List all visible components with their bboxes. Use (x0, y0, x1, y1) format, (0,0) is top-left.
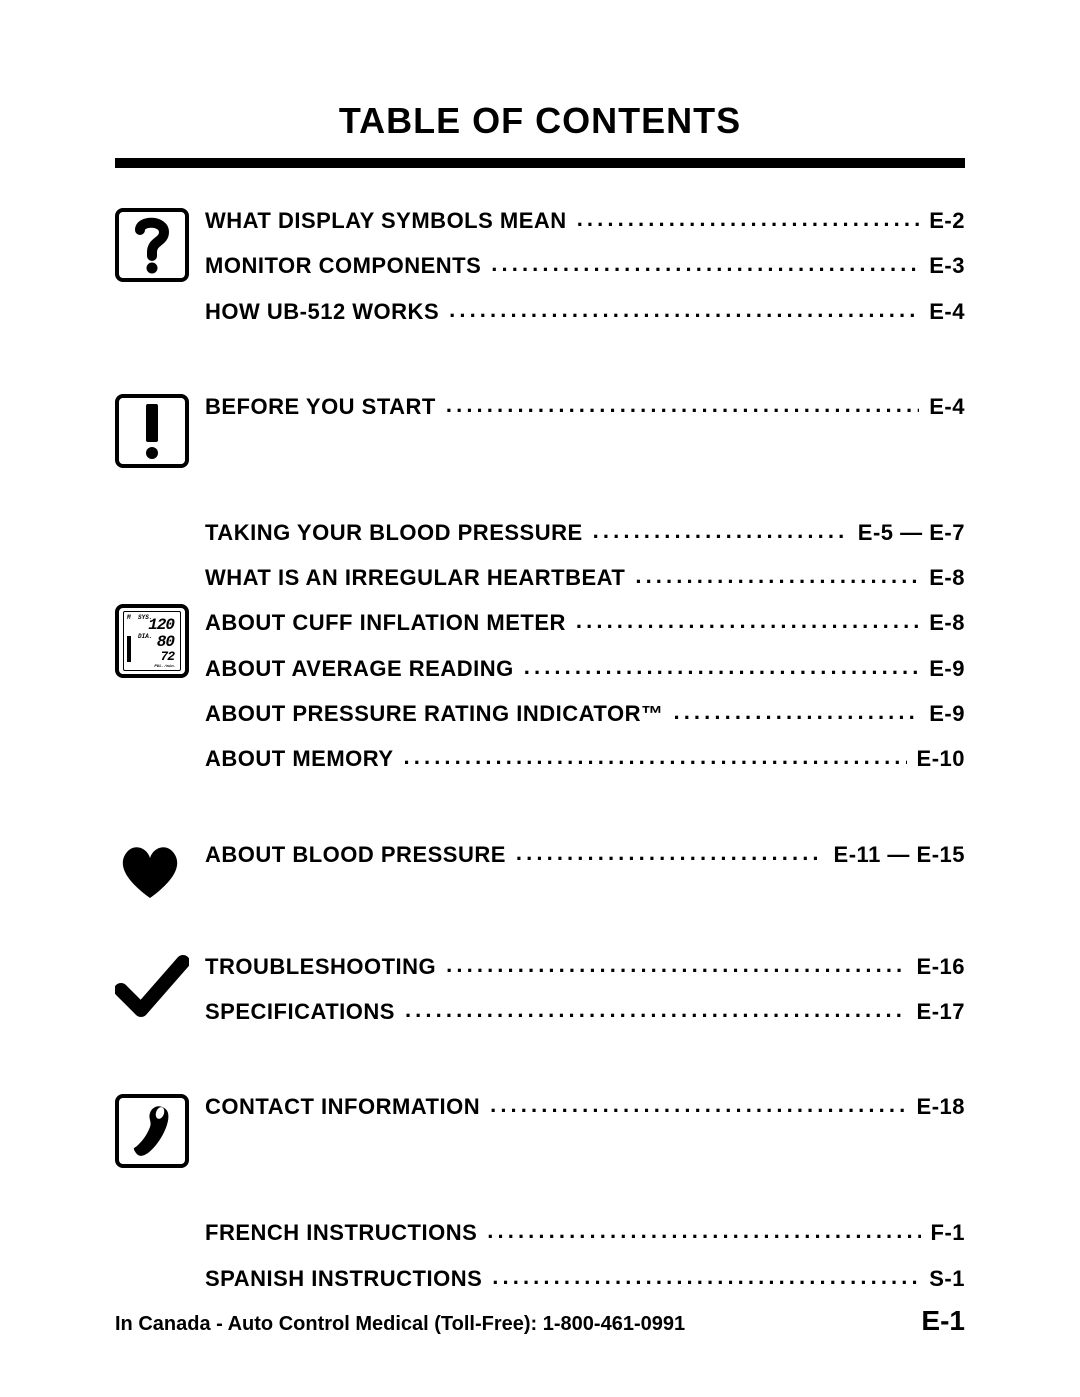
toc-entry-label: MONITOR COMPONENTS (205, 253, 481, 278)
toc-entry-label: SPANISH INSTRUCTIONS (205, 1266, 482, 1291)
toc-entries: CONTACT INFORMATION E-18 (205, 1092, 965, 1137)
toc-entry-page: E-4 (929, 299, 965, 324)
title-rule (115, 158, 965, 168)
toc-leader-dots (635, 563, 919, 585)
toc-entry: FRENCH INSTRUCTIONS F-1 (205, 1218, 965, 1245)
toc-entry: ABOUT PRESSURE RATING INDICATOR™ E-9 (205, 699, 965, 726)
exclaim-icon (115, 394, 205, 468)
toc-leader-dots (492, 1264, 919, 1286)
toc-section: MSYS.120DIA.8072PUL./min.TAKING YOUR BLO… (115, 518, 965, 790)
bp-display-icon: MSYS.120DIA.8072PUL./min. (115, 604, 205, 678)
toc-entry-label: CONTACT INFORMATION (205, 1094, 480, 1119)
toc-entry-page: E-10 (917, 746, 965, 771)
toc-section: CONTACT INFORMATION E-18 (115, 1092, 965, 1168)
toc-entry-label: FRENCH INSTRUCTIONS (205, 1220, 477, 1245)
heart-icon (115, 842, 205, 902)
toc-entry: MONITOR COMPONENTS E-3 (205, 251, 965, 278)
toc-section: FRENCH INSTRUCTIONS F-1 SPANISH INSTRUCTIO… (115, 1218, 965, 1309)
toc-entry: ABOUT MEMORY E-10 (205, 744, 965, 771)
toc-icon-column: MSYS.120DIA.8072PUL./min. (115, 518, 205, 679)
toc-entry: WHAT DISPLAY SYMBOLS MEAN E-2 (205, 206, 965, 233)
toc-entry: ABOUT CUFF INFLATION METER E-8 (205, 608, 965, 635)
toc-section: ABOUT BLOOD PRESSURE E-11 — E-15 (115, 840, 965, 902)
page-footer: In Canada - Auto Control Medical (Toll-F… (115, 1305, 965, 1337)
toc-entry: CONTACT INFORMATION E-18 (205, 1092, 965, 1119)
toc-entry-label: HOW UB-512 WORKS (205, 299, 439, 324)
toc-sections: WHAT DISPLAY SYMBOLS MEAN E-2 MONITOR COMP… (115, 206, 965, 1309)
toc-entries: TROUBLESHOOTING E-16 SPECIFICATIONS E-17 (205, 952, 965, 1043)
toc-leader-dots (449, 297, 919, 319)
toc-entry-page: E-8 (929, 565, 965, 590)
toc-leader-dots (577, 206, 920, 228)
toc-section: BEFORE YOU START E-4 (115, 392, 965, 468)
toc-leader-dots (487, 1218, 920, 1240)
toc-entries: ABOUT BLOOD PRESSURE E-11 — E-15 (205, 840, 965, 885)
phone-icon (115, 1094, 205, 1168)
toc-entry-label: ABOUT AVERAGE READING (205, 656, 514, 681)
toc-leader-dots (516, 840, 824, 862)
question-icon (115, 208, 205, 282)
toc-entry-label: BEFORE YOU START (205, 394, 436, 419)
toc-entry: ABOUT BLOOD PRESSURE E-11 — E-15 (205, 840, 965, 867)
toc-entries: WHAT DISPLAY SYMBOLS MEAN E-2 MONITOR COMP… (205, 206, 965, 342)
toc-leader-dots (673, 699, 919, 721)
toc-entry-page: F-1 (931, 1220, 966, 1245)
toc-entry-page: E-11 — E-15 (834, 842, 965, 867)
toc-entry: TAKING YOUR BLOOD PRESSURE E-5 — E-7 (205, 518, 965, 545)
toc-leader-dots (490, 1092, 906, 1114)
toc-entry-label: ABOUT MEMORY (205, 746, 394, 771)
toc-section: WHAT DISPLAY SYMBOLS MEAN E-2 MONITOR COMP… (115, 206, 965, 342)
toc-leader-dots (446, 392, 919, 414)
toc-entry-page: E-9 (929, 701, 965, 726)
toc-entry-label: ABOUT BLOOD PRESSURE (205, 842, 506, 867)
toc-icon-column (115, 1218, 205, 1220)
page-title: TABLE OF CONTENTS (115, 100, 965, 142)
toc-entry: WHAT IS AN IRREGULAR HEARTBEAT E-8 (205, 563, 965, 590)
toc-leader-dots (576, 608, 919, 630)
toc-entry-page: E-9 (929, 656, 965, 681)
toc-leader-dots (404, 744, 907, 766)
toc-leader-dots (491, 251, 919, 273)
toc-entry-page: S-1 (929, 1266, 965, 1291)
toc-icon-column (115, 952, 205, 1020)
toc-leader-dots (593, 518, 848, 540)
toc-entries: TAKING YOUR BLOOD PRESSURE E-5 — E-7 WHAT … (205, 518, 965, 790)
toc-entry-page: E-8 (929, 610, 965, 635)
toc-entry: TROUBLESHOOTING E-16 (205, 952, 965, 979)
toc-entry-page: E-18 (917, 1094, 965, 1119)
toc-icon-column (115, 206, 205, 282)
toc-icon-column (115, 840, 205, 902)
check-icon (115, 954, 205, 1020)
toc-leader-dots (405, 997, 907, 1019)
toc-entry: HOW UB-512 WORKS E-4 (205, 297, 965, 324)
toc-entries: BEFORE YOU START E-4 (205, 392, 965, 437)
toc-icon-column (115, 1092, 205, 1168)
toc-entry-label: TAKING YOUR BLOOD PRESSURE (205, 520, 583, 545)
footer-left-text: In Canada - Auto Control Medical (Toll-F… (115, 1313, 685, 1336)
toc-leader-dots (446, 952, 906, 974)
toc-entry: ABOUT AVERAGE READING E-9 (205, 654, 965, 681)
toc-entry-label: ABOUT CUFF INFLATION METER (205, 610, 566, 635)
toc-entry-label: ABOUT PRESSURE RATING INDICATOR™ (205, 701, 663, 726)
toc-entry: SPANISH INSTRUCTIONS S-1 (205, 1264, 965, 1291)
toc-icon-column (115, 392, 205, 468)
toc-entry: BEFORE YOU START E-4 (205, 392, 965, 419)
footer-page-number: E-1 (921, 1305, 965, 1337)
toc-entry-page: E-17 (917, 999, 965, 1024)
toc-entry-page: E-3 (929, 253, 965, 278)
toc-entry-page: E-16 (917, 954, 965, 979)
toc-entry-page: E-4 (929, 394, 965, 419)
toc-entry-label: SPECIFICATIONS (205, 999, 395, 1024)
toc-leader-dots (524, 654, 920, 676)
toc-entry-page: E-5 — E-7 (858, 520, 965, 545)
toc-entry-page: E-2 (929, 208, 965, 233)
toc-entry: SPECIFICATIONS E-17 (205, 997, 965, 1024)
toc-entry-label: TROUBLESHOOTING (205, 954, 436, 979)
toc-entry-label: WHAT IS AN IRREGULAR HEARTBEAT (205, 565, 625, 590)
toc-section: TROUBLESHOOTING E-16 SPECIFICATIONS E-17 (115, 952, 965, 1043)
page: TABLE OF CONTENTS WHAT DISPLAY SYMBOLS M… (0, 0, 1080, 1397)
toc-entries: FRENCH INSTRUCTIONS F-1 SPANISH INSTRUCTIO… (205, 1218, 965, 1309)
toc-entry-label: WHAT DISPLAY SYMBOLS MEAN (205, 208, 567, 233)
